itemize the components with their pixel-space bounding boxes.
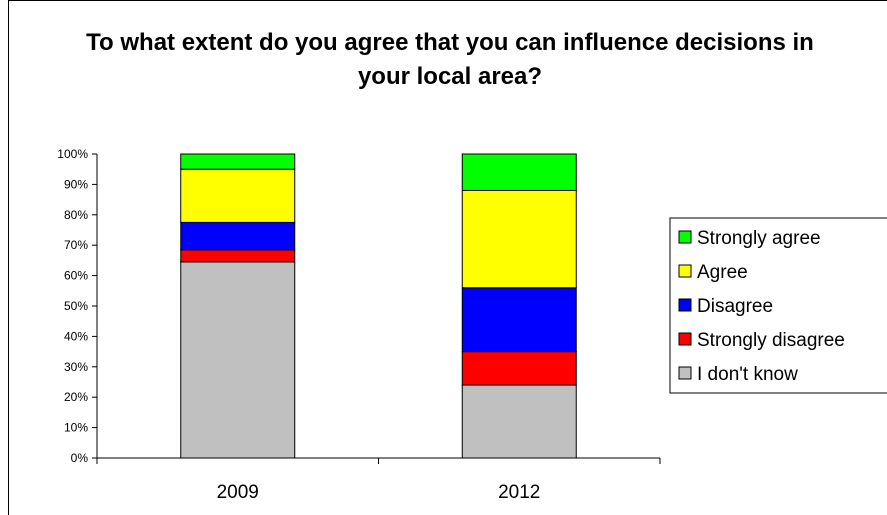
legend-swatch-agree [678, 264, 692, 278]
legend-label-i-don-t-know: I don't know [697, 364, 798, 385]
legend-label-disagree: Disagree [697, 296, 773, 317]
legend-label-strongly-agree: Strongly agree [697, 228, 821, 249]
y-tick-label: 10% [64, 421, 88, 435]
bar-2009-strongly-disagree [180, 249, 296, 263]
y-tick-label: 30% [64, 360, 88, 374]
bar-2012-agree [461, 189, 577, 289]
y-tick-label: 60% [64, 269, 88, 283]
y-tick-label: 80% [64, 208, 88, 222]
bar-2009-disagree [180, 221, 296, 251]
y-tick-label: 70% [64, 238, 88, 252]
y-tick-label: 20% [64, 390, 88, 404]
bar-2009-agree [180, 168, 296, 223]
bar-2012-strongly-agree [461, 153, 577, 191]
y-tick-label: 0% [71, 451, 89, 465]
legend-swatch-strongly-agree [678, 230, 692, 244]
chart-title: To what extent do you agree that you can… [86, 29, 814, 90]
legend-swatch-i-don-t-know [678, 366, 692, 380]
x-tick-label-2012: 2012 [498, 482, 540, 503]
bar-2012-disagree [461, 287, 577, 353]
bar-2009-i-don-t-know [180, 261, 296, 459]
x-tick-label-2009: 2009 [217, 482, 259, 503]
y-tick-label: 90% [64, 177, 88, 191]
bar-2009-strongly-agree [180, 153, 296, 170]
bar-2012-strongly-disagree [461, 351, 577, 386]
y-tick-label: 40% [64, 329, 88, 343]
y-tick-label: 50% [64, 299, 88, 313]
legend-label-strongly-disagree: Strongly disagree [697, 330, 845, 351]
legend-label-agree: Agree [697, 262, 748, 283]
y-tick-label: 100% [57, 147, 88, 161]
legend-swatch-disagree [678, 298, 692, 312]
bar-2012-i-don-t-know [461, 384, 577, 459]
chart-frame [8, 0, 887, 515]
legend-swatch-strongly-disagree [678, 332, 692, 346]
legend-box [669, 217, 887, 394]
